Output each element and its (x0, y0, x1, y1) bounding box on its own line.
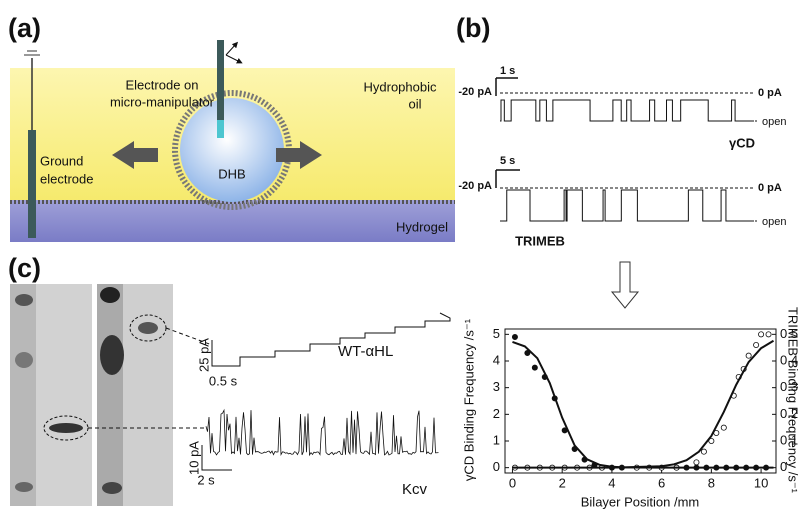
data-point (511, 333, 518, 340)
y2-tick-label: 0.5 (780, 326, 798, 341)
connector (165, 327, 213, 346)
ground-label: Ground (40, 153, 83, 168)
data-point (745, 352, 752, 359)
panel-a: (a) Electrode on micro-manipulator Hydro… (8, 13, 455, 242)
x-tick-label: 10 (754, 475, 768, 490)
gel-band (49, 423, 83, 433)
gel-band (100, 287, 120, 303)
ground-electrode (28, 130, 36, 238)
electrode (217, 40, 224, 138)
y2-tick-label: 0 (780, 459, 787, 474)
data-point (531, 364, 538, 371)
time-scale: 1 s (500, 65, 515, 77)
gel-label: Hydrogel (396, 219, 448, 234)
x-axis-label: Bilayer Position /mm (581, 494, 699, 509)
x-tick-label: 2 (559, 475, 566, 490)
y-tick-label: 3 (493, 379, 500, 394)
open-label: open (762, 216, 786, 228)
move-arrow (225, 41, 239, 56)
time-scale: 5 s (500, 155, 515, 167)
open-label: open (762, 116, 786, 128)
current-scale: -20 pA (458, 86, 492, 98)
panel-label: (c) (8, 253, 41, 283)
electrode-label: Electrode on (126, 77, 199, 92)
y-tick-label: 2 (493, 406, 500, 421)
data-point (524, 349, 531, 356)
y2-axis-label: TRIMEB Binding Frequency /s⁻¹ (786, 307, 800, 494)
zero-label: 0 pA (758, 87, 782, 99)
current-scale: 25 pA (196, 338, 211, 372)
gel-band (15, 482, 33, 492)
x-tick-label: 4 (608, 475, 615, 490)
data-point (753, 341, 760, 348)
data-point (758, 331, 765, 338)
down-arrow (610, 261, 640, 309)
gel-band (138, 322, 158, 334)
electrode-label: micro-manipulator (110, 94, 215, 109)
x-tick-label: 8 (708, 475, 715, 490)
plot-frame (504, 328, 777, 474)
gel-band (100, 335, 124, 375)
chart: Bilayer Position /mm γCD Binding Frequen… (461, 307, 800, 509)
panel-label: (b) (456, 13, 490, 43)
ground-label: electrode (40, 171, 93, 186)
scale-bar (201, 445, 232, 471)
electrode-tip (217, 120, 224, 138)
current-trace (205, 408, 439, 457)
droplet-label: DHB (218, 166, 245, 181)
trace-name: WT-αHL (338, 343, 393, 360)
data-point (693, 459, 700, 466)
x-tick-label: 6 (658, 475, 665, 490)
scale-bar (211, 340, 234, 367)
droplet (180, 98, 284, 202)
y2-tick-label: 0.4 (780, 352, 798, 367)
zero-label: 0 pA (758, 182, 782, 194)
y-axis-label: γCD Binding Frequency /s⁻¹ (461, 318, 476, 481)
current-scale: -20 pA (458, 180, 492, 192)
fit-line (512, 341, 774, 469)
y2-tick-label: 0.2 (780, 406, 798, 421)
current-trace (215, 312, 451, 367)
oil-label: Hydrophobic (364, 79, 437, 94)
gel-lane (97, 284, 123, 506)
trace-name: γCD (729, 135, 755, 150)
gel-lane (10, 284, 36, 506)
y-tick-label: 4 (493, 352, 500, 367)
gel-band (102, 482, 122, 494)
y-tick-label: 0 (493, 459, 500, 474)
gel-band (15, 294, 33, 306)
current-trace (500, 99, 752, 122)
y2-tick-label: 0.1 (780, 432, 798, 447)
data-point (700, 448, 707, 455)
data-point (765, 331, 772, 338)
panel-b: (b) 1 s -20 pA 0 pA open γCD 5 s -20 pA … (456, 13, 786, 309)
x-tick-label: 0 (509, 475, 516, 490)
arrow-left (112, 141, 158, 169)
y-tick-label: 5 (493, 326, 500, 341)
data-point (720, 424, 727, 431)
trace-name: Kcv (402, 481, 428, 498)
fit-line (512, 339, 775, 469)
gel-band (15, 352, 33, 368)
y-tick-label: 1 (493, 432, 500, 447)
arrow-right (276, 141, 322, 169)
trace-name: TRIMEB (515, 233, 565, 248)
panel-label: (a) (8, 13, 41, 43)
panel-c: (c) 25 pA 0.5 s WT-αHL 10 pA 2 s Kcv (8, 253, 451, 506)
time-scale: 2 s (197, 472, 215, 487)
current-scale: 10 pA (186, 441, 201, 475)
move-arrow (225, 54, 243, 64)
y2-tick-label: 0.3 (780, 379, 798, 394)
data-point (708, 437, 715, 444)
oil-label: oil (408, 96, 421, 111)
time-scale: 0.5 s (209, 373, 238, 388)
current-trace (500, 189, 752, 222)
